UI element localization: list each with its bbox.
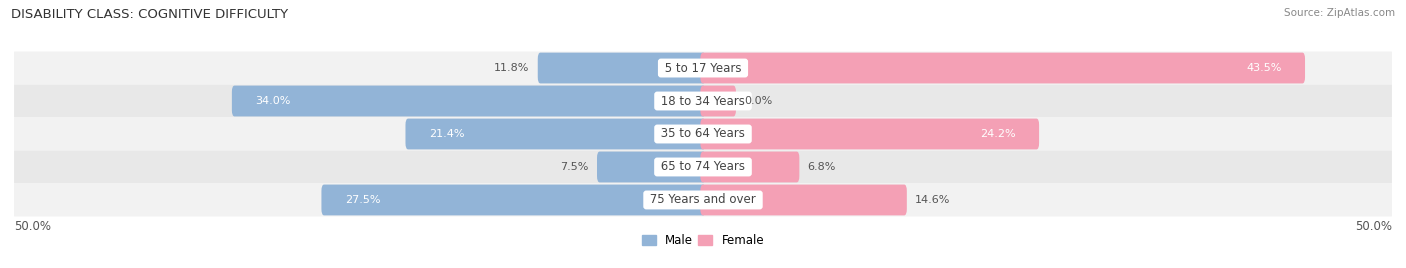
- Text: 14.6%: 14.6%: [915, 195, 950, 205]
- Text: 50.0%: 50.0%: [1355, 220, 1392, 233]
- Text: 7.5%: 7.5%: [560, 162, 589, 172]
- Text: 21.4%: 21.4%: [429, 129, 464, 139]
- Text: 65 to 74 Years: 65 to 74 Years: [657, 161, 749, 173]
- Text: 5 to 17 Years: 5 to 17 Years: [661, 62, 745, 75]
- Text: 43.5%: 43.5%: [1246, 63, 1282, 73]
- Text: 75 Years and over: 75 Years and over: [647, 193, 759, 206]
- FancyBboxPatch shape: [232, 85, 706, 116]
- FancyBboxPatch shape: [14, 51, 1392, 84]
- FancyBboxPatch shape: [700, 185, 907, 215]
- Text: 6.8%: 6.8%: [807, 162, 837, 172]
- FancyBboxPatch shape: [598, 152, 706, 183]
- Text: DISABILITY CLASS: COGNITIVE DIFFICULTY: DISABILITY CLASS: COGNITIVE DIFFICULTY: [11, 8, 288, 21]
- FancyBboxPatch shape: [700, 118, 1039, 150]
- FancyBboxPatch shape: [14, 151, 1392, 184]
- FancyBboxPatch shape: [700, 53, 1305, 83]
- Text: 24.2%: 24.2%: [980, 129, 1015, 139]
- Text: Source: ZipAtlas.com: Source: ZipAtlas.com: [1284, 8, 1395, 18]
- Text: 50.0%: 50.0%: [14, 220, 51, 233]
- Text: 27.5%: 27.5%: [344, 195, 380, 205]
- FancyBboxPatch shape: [537, 53, 706, 83]
- FancyBboxPatch shape: [322, 185, 706, 215]
- Text: 35 to 64 Years: 35 to 64 Years: [657, 128, 749, 140]
- FancyBboxPatch shape: [405, 118, 706, 150]
- FancyBboxPatch shape: [14, 117, 1392, 151]
- Legend: Male, Female: Male, Female: [637, 229, 769, 252]
- Text: 11.8%: 11.8%: [494, 63, 530, 73]
- FancyBboxPatch shape: [14, 84, 1392, 117]
- Text: 0.0%: 0.0%: [744, 96, 772, 106]
- FancyBboxPatch shape: [700, 85, 735, 116]
- FancyBboxPatch shape: [14, 184, 1392, 217]
- Text: 18 to 34 Years: 18 to 34 Years: [657, 95, 749, 107]
- FancyBboxPatch shape: [700, 152, 800, 183]
- Text: 34.0%: 34.0%: [254, 96, 291, 106]
